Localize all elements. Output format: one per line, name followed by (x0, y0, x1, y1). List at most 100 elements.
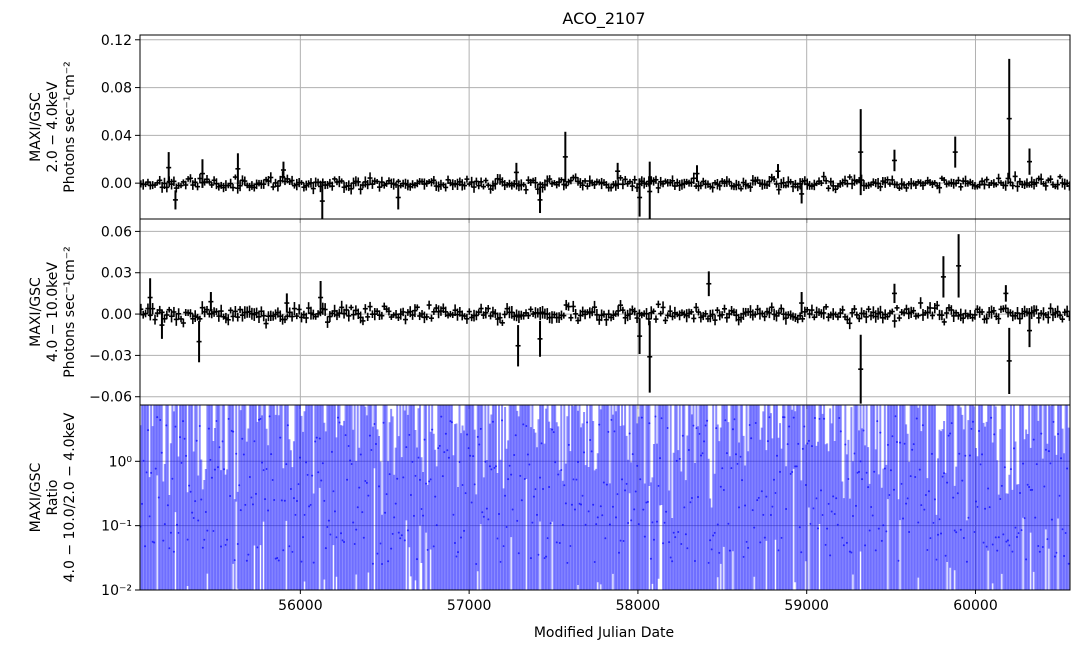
ratio-point (250, 496, 253, 499)
series-layer (140, 58, 1070, 219)
ratio-point (390, 547, 393, 550)
ratio-point (529, 557, 532, 560)
ratio-point (830, 510, 833, 513)
ratio-point (671, 560, 674, 563)
ratio-point (1031, 488, 1034, 491)
ratio-point (251, 503, 254, 506)
ratio-point (815, 497, 818, 500)
ratio-point (971, 420, 974, 423)
ratio-point (399, 537, 402, 540)
ratio-point (513, 454, 516, 457)
ratio-point (420, 508, 423, 511)
ratio-point (786, 443, 789, 446)
ratio-point (195, 439, 198, 442)
ratio-point (230, 429, 233, 432)
ratio-point (847, 477, 850, 480)
ratio-point (171, 477, 174, 480)
ratio-point (268, 415, 271, 418)
ratio-point (630, 519, 633, 522)
ratio-point (718, 551, 721, 554)
ratio-point (539, 476, 542, 479)
ratio-point (320, 479, 323, 482)
ratio-point (481, 511, 484, 514)
ratio-point (599, 505, 602, 508)
ratio-point (953, 529, 956, 532)
y-tick-label: 0.06 (101, 224, 132, 240)
ratio-point (330, 450, 333, 453)
ratio-point (987, 487, 990, 490)
ratio-point (253, 440, 256, 443)
ratio-point (610, 418, 613, 421)
ratio-point (616, 493, 619, 496)
ratio-point (479, 427, 482, 430)
ratio-point (297, 483, 300, 486)
ratio-point (662, 542, 665, 545)
ratio-point (964, 454, 967, 457)
ratio-point (365, 481, 368, 484)
ratio-point (607, 430, 610, 433)
ratio-point (999, 497, 1002, 500)
ratio-point (649, 557, 652, 560)
ratio-point (826, 527, 829, 530)
ratio-point (1022, 462, 1025, 465)
ratio-point (321, 462, 324, 465)
ratio-point (618, 551, 621, 554)
ratio-point (300, 560, 303, 563)
ratio-point (668, 541, 671, 544)
ratio-point (271, 478, 274, 481)
panel-frame (139, 404, 1071, 591)
ratio-point (340, 532, 343, 535)
ratio-point (665, 510, 668, 513)
ratio-point (587, 510, 590, 513)
ratio-point (867, 486, 870, 489)
ratio-point (350, 463, 353, 466)
ratio-point (336, 416, 339, 419)
ratio-point (277, 559, 280, 562)
ratio-point (955, 531, 958, 534)
ratio-point (1017, 532, 1020, 535)
ratio-point (680, 542, 683, 545)
ratio-point (760, 490, 763, 493)
ratio-point (719, 485, 722, 488)
ratio-point (452, 513, 455, 516)
ratio-point (669, 556, 672, 559)
ratio-point (978, 429, 981, 432)
ratio-point (528, 463, 531, 466)
ratio-point (835, 497, 838, 500)
ratio-point (554, 461, 557, 464)
ratio-point (259, 417, 262, 420)
ratio-point (347, 445, 350, 448)
ratio-point (572, 478, 575, 481)
ratio-point (472, 455, 475, 458)
ratio-point (1057, 433, 1060, 436)
ratio-point (384, 511, 387, 514)
ratio-point (494, 465, 497, 468)
ratio-point (675, 459, 678, 462)
ratio-point (845, 541, 848, 544)
ratio-point (794, 465, 797, 468)
ratio-point (382, 421, 385, 424)
ratio-point (944, 554, 947, 557)
ratio-point (303, 513, 306, 516)
ratio-point (932, 521, 935, 524)
ratio-point (832, 495, 835, 498)
ratio-point (567, 443, 570, 446)
ratio-point (879, 431, 882, 434)
ratio-point (511, 508, 514, 511)
ratio-point (917, 521, 920, 524)
ratio-point (748, 424, 751, 427)
ratio-point (450, 421, 453, 424)
ratio-point (1060, 457, 1063, 460)
ratio-point (165, 424, 168, 427)
ratio-point (701, 452, 704, 455)
ratio-point (256, 546, 259, 549)
ratio-point (850, 551, 853, 554)
y-tick-label: 10⁻² (101, 583, 132, 599)
ratio-point (824, 543, 827, 546)
ratio-point (248, 475, 251, 478)
ratio-point (563, 484, 566, 487)
ratio-point (294, 513, 297, 516)
ratio-point (642, 508, 645, 511)
ratio-point (570, 503, 573, 506)
ratio-point (464, 492, 467, 495)
